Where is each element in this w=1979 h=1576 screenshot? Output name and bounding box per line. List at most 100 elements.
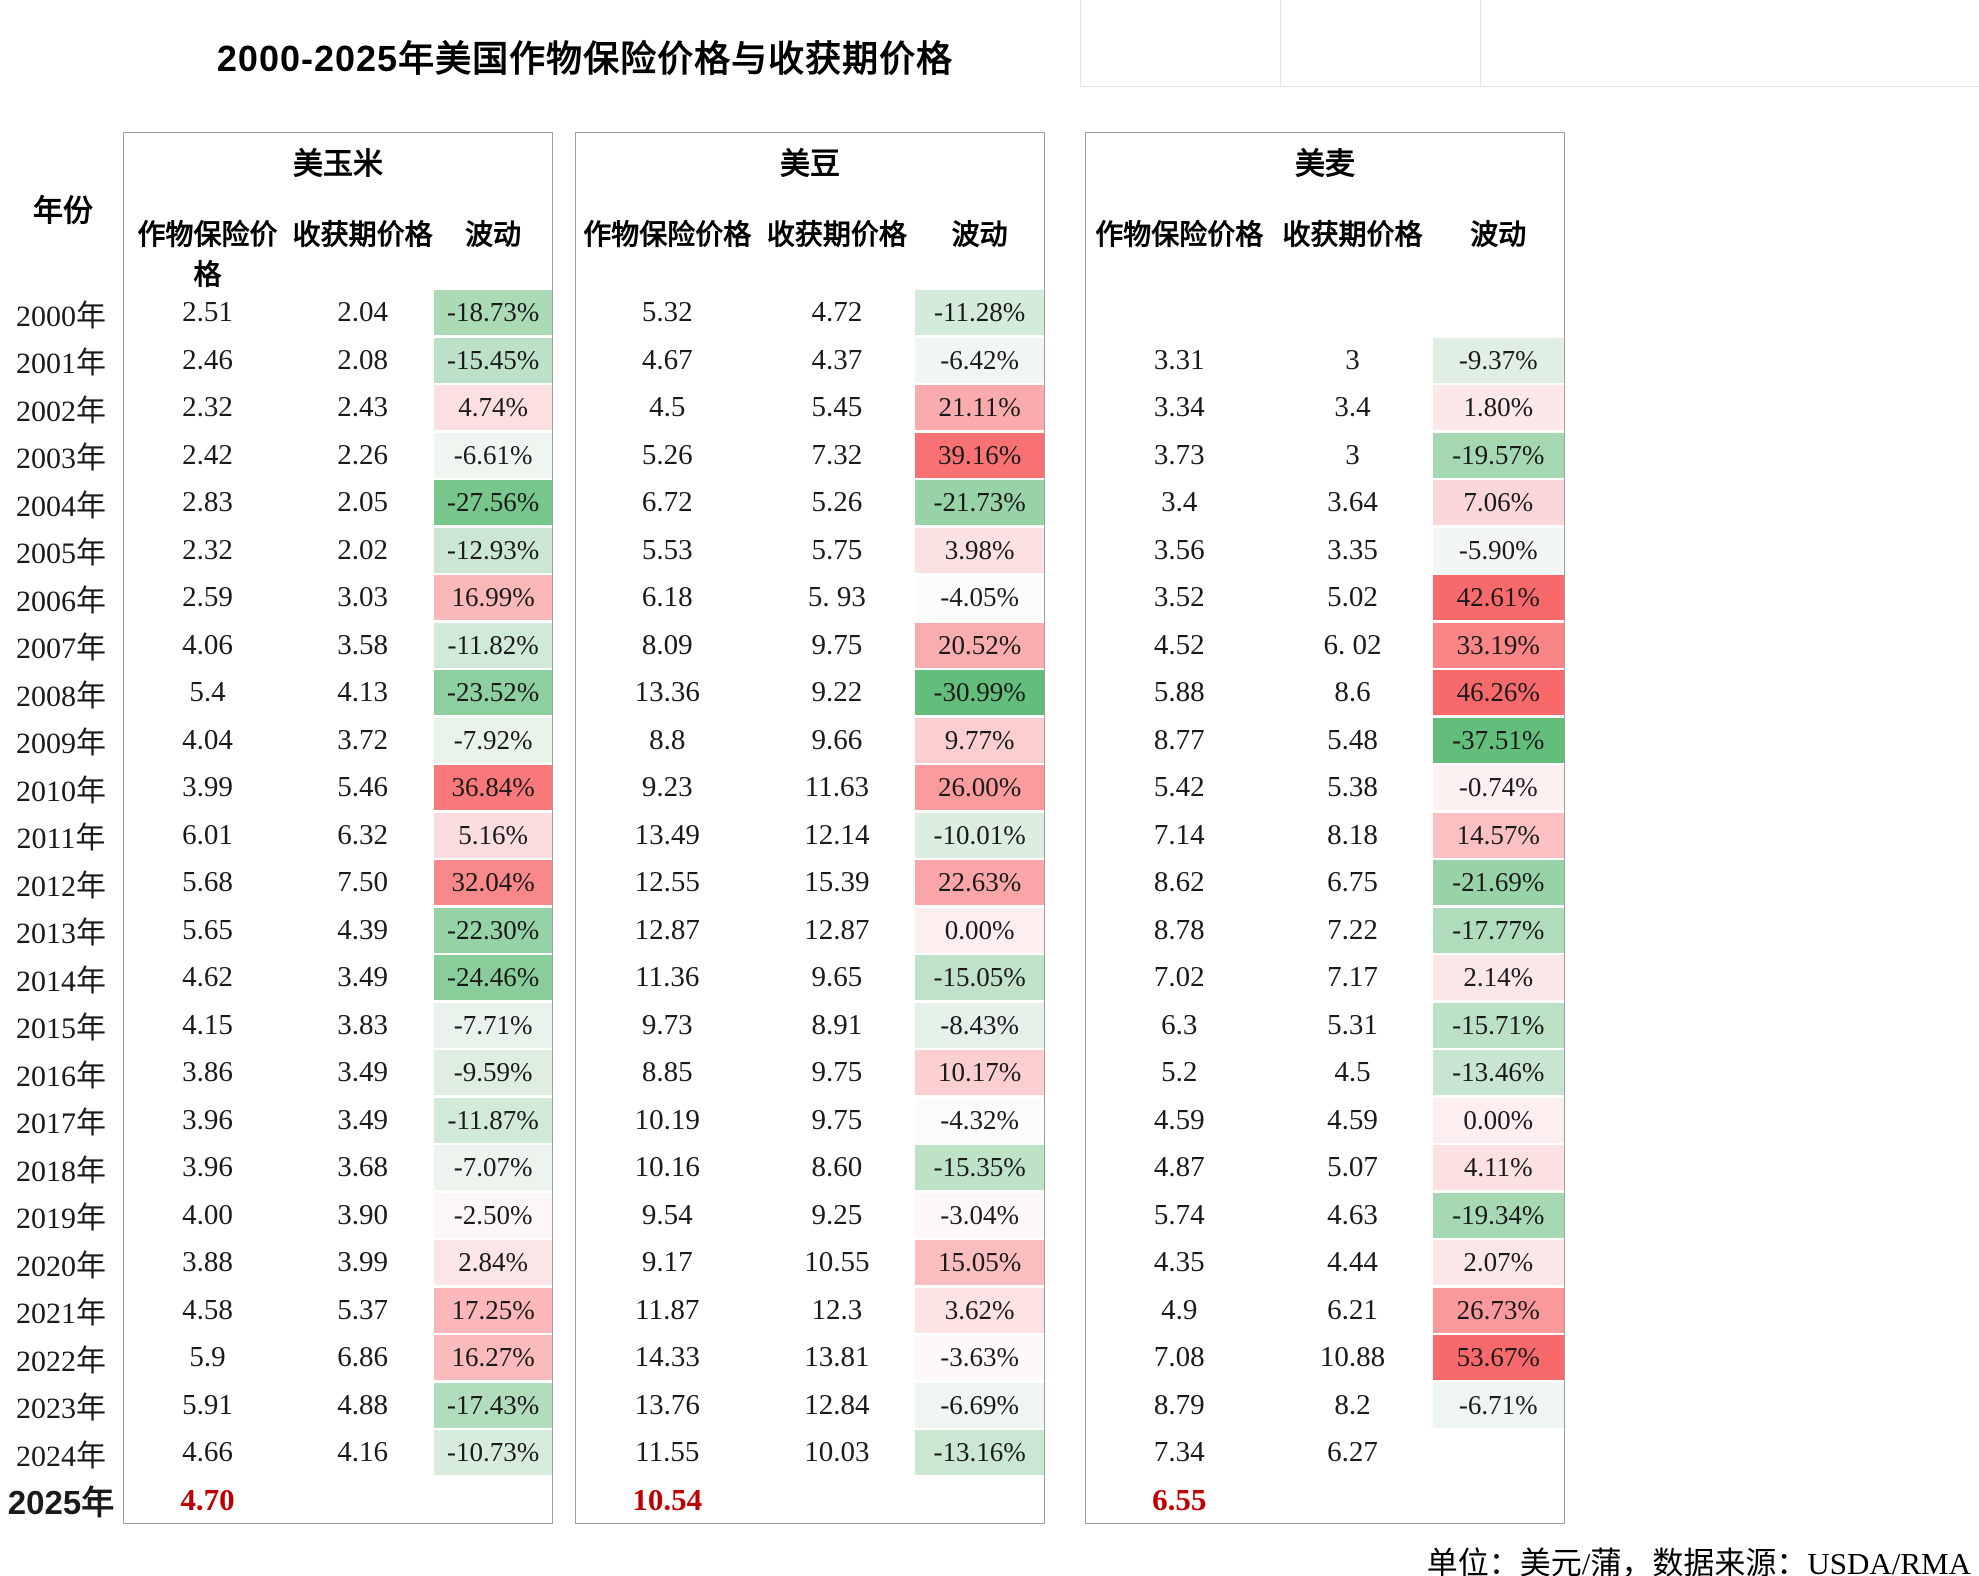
year-label: 2020年 bbox=[16, 1249, 106, 1283]
table-row: 11.55 10.03 -13.16% bbox=[576, 1429, 1044, 1477]
page-title: 2000-2025年美国作物保险价格与收获期价格 bbox=[216, 38, 954, 79]
cell-harvest-price: 3.49 bbox=[337, 961, 388, 994]
cell-harvest-price: 6.75 bbox=[1327, 866, 1378, 899]
cell-harvest-price: 4.72 bbox=[811, 296, 863, 329]
cell-fluctuation: 42.61% bbox=[1432, 575, 1564, 621]
col-header-harvest: 收获期价格 bbox=[1282, 219, 1423, 250]
cell-insurance-price: 6.3 bbox=[1161, 1008, 1198, 1041]
cell-harvest-price: 8.91 bbox=[811, 1008, 863, 1041]
cell-fluctuation: 0.00% bbox=[915, 907, 1044, 953]
cell-insurance-price: 3.31 bbox=[1153, 343, 1205, 376]
cell-fluctuation: -21.69% bbox=[1432, 860, 1564, 906]
cell-fluctuation: 2.84% bbox=[434, 1240, 552, 1286]
cell-harvest-price: 6.27 bbox=[1327, 1436, 1378, 1469]
year-label: 2003年 bbox=[16, 442, 106, 476]
table-row: 8.8 9.66 9.77% bbox=[576, 717, 1044, 765]
cell-harvest-price: 3.03 bbox=[337, 581, 388, 614]
cell-fluctuation: 21.11% bbox=[915, 385, 1044, 431]
table-row: 3.99 5.46 36.84% bbox=[124, 764, 552, 812]
year-label: 2019年 bbox=[16, 1202, 106, 1236]
cell-harvest-price: 8.60 bbox=[811, 1151, 863, 1184]
cell-fluctuation: -2.50% bbox=[434, 1192, 552, 1238]
cell-harvest-price: 5.02 bbox=[1327, 581, 1378, 614]
table-row: 7.08 10.88 53.67% bbox=[1086, 1334, 1564, 1382]
year-label: 2025年 bbox=[7, 1484, 115, 1522]
table-row: 5.65 4.39 -22.30% bbox=[124, 907, 552, 955]
cell-harvest-price: 5.37 bbox=[337, 1293, 388, 1326]
year-label: 2005年 bbox=[16, 537, 106, 571]
table-row: 3.96 3.49 -11.87% bbox=[124, 1097, 552, 1145]
cell-harvest-price: 10.03 bbox=[804, 1436, 870, 1469]
table-row: 6.72 5.26 -21.73% bbox=[576, 479, 1044, 527]
table-row: 2.32 2.02 -12.93% bbox=[124, 527, 552, 575]
year-label: 2023年 bbox=[16, 1392, 106, 1426]
table-row: 14.33 13.81 -3.63% bbox=[576, 1334, 1044, 1382]
cell-fluctuation: 17.25% bbox=[434, 1287, 552, 1333]
cell-fluctuation bbox=[1433, 290, 1564, 335]
cell-harvest-price: 12.14 bbox=[804, 818, 870, 851]
cell-fluctuation: -8.43% bbox=[915, 1002, 1044, 1048]
cell-fluctuation: 1.80% bbox=[1432, 385, 1564, 431]
cell-insurance-price: 4.5 bbox=[649, 391, 686, 424]
cell-insurance-price: 5.2 bbox=[1161, 1056, 1198, 1089]
year-label: 2004年 bbox=[16, 489, 106, 523]
table-row: 13.36 9.22 -30.99% bbox=[576, 669, 1044, 717]
cell-harvest-price: 15.39 bbox=[804, 866, 870, 899]
cell-fluctuation: -15.45% bbox=[434, 337, 552, 383]
cell-fluctuation: -13.46% bbox=[1432, 1050, 1564, 1096]
cell-fluctuation: -4.32% bbox=[915, 1097, 1044, 1143]
cell-insurance-price: 5.53 bbox=[641, 533, 693, 566]
table-row: 4.66 4.16 -10.73% bbox=[124, 1429, 552, 1477]
cell-harvest-price: 2.08 bbox=[337, 343, 388, 376]
cell-insurance-price: 11.55 bbox=[635, 1436, 700, 1469]
table-row: 13.76 12.84 -6.69% bbox=[576, 1382, 1044, 1430]
cell-fluctuation: -19.57% bbox=[1432, 432, 1564, 478]
section-rows: 2.51 2.04 -18.73% 2.46 2.08 -15.45% 2.32 2.43 4.… bbox=[124, 289, 552, 1524]
cell-insurance-price: 9.17 bbox=[641, 1246, 693, 1279]
table-row: 3.34 3.4 1.80% bbox=[1086, 384, 1564, 432]
column-headers: 作物保险价格 收获期价格 波动 bbox=[1086, 213, 1564, 253]
cell-insurance-price: 4.67 bbox=[641, 343, 693, 376]
year-label: 2011年 bbox=[16, 822, 106, 856]
cell-fluctuation: 16.27% bbox=[434, 1335, 552, 1381]
cell-harvest-price: 5. 93 bbox=[807, 581, 866, 614]
table-row: 4.15 3.83 -7.71% bbox=[124, 1002, 552, 1050]
table-row: 5.74 4.63 -19.34% bbox=[1086, 1192, 1564, 1240]
table-row: 5.42 5.38 -0.74% bbox=[1086, 764, 1564, 812]
year-label: 2017年 bbox=[16, 1107, 106, 1141]
cell-harvest-price: 5.46 bbox=[337, 771, 388, 804]
cell-harvest-price: 6.86 bbox=[337, 1341, 388, 1374]
cell-fluctuation: -17.43% bbox=[434, 1382, 552, 1428]
cell-insurance-price: 3.34 bbox=[1153, 391, 1205, 424]
gridline bbox=[1280, 0, 1281, 86]
section-soybean: 美豆 作物保险价格 收获期价格 波动 5.32 4.72 -11.28% 4.67 4.… bbox=[575, 132, 1045, 1524]
cell-fluctuation: 4.74% bbox=[434, 385, 552, 431]
cell-harvest-price: 4.13 bbox=[337, 676, 388, 709]
cell-harvest-price: 11.63 bbox=[804, 771, 869, 804]
cell-fluctuation: -17.77% bbox=[1432, 907, 1564, 953]
table-row: 2.46 2.08 -15.45% bbox=[124, 337, 552, 385]
cell-fluctuation: -11.28% bbox=[915, 290, 1044, 336]
cell-fluctuation: 15.05% bbox=[915, 1240, 1044, 1286]
table-row: 8.77 5.48 -37.51% bbox=[1086, 717, 1564, 765]
cell-insurance-price: 5.88 bbox=[1153, 676, 1205, 709]
table-row: 10.16 8.60 -15.35% bbox=[576, 1144, 1044, 1192]
cell-harvest-price: 6.21 bbox=[1327, 1293, 1378, 1326]
table-row: 5.91 4.88 -17.43% bbox=[124, 1382, 552, 1430]
cell-harvest-price: 3.58 bbox=[337, 628, 388, 661]
table-row: 2.51 2.04 -18.73% bbox=[124, 289, 552, 337]
cell-harvest-price: 3.83 bbox=[337, 1008, 388, 1041]
cell-fluctuation: 39.16% bbox=[915, 432, 1044, 478]
table-row: 9.17 10.55 15.05% bbox=[576, 1239, 1044, 1287]
section-rows: 5.32 4.72 -11.28% 4.67 4.37 -6.42% 4.5 5.45 21.1… bbox=[576, 289, 1044, 1524]
cell-harvest-price: 12.84 bbox=[804, 1388, 870, 1421]
cell-fluctuation: 53.67% bbox=[1432, 1335, 1564, 1381]
table-row: 3.52 5.02 42.61% bbox=[1086, 574, 1564, 622]
cell-harvest-price: 2.26 bbox=[337, 438, 388, 471]
table-row: 5.53 5.75 3.98% bbox=[576, 527, 1044, 575]
cell-insurance-price: 2.32 bbox=[182, 391, 233, 424]
cell-fluctuation: 36.84% bbox=[434, 765, 552, 811]
cell-fluctuation: 4.11% bbox=[1432, 1145, 1564, 1191]
cell-harvest-price: 12.3 bbox=[811, 1293, 863, 1326]
cell-fluctuation bbox=[1433, 1478, 1564, 1523]
